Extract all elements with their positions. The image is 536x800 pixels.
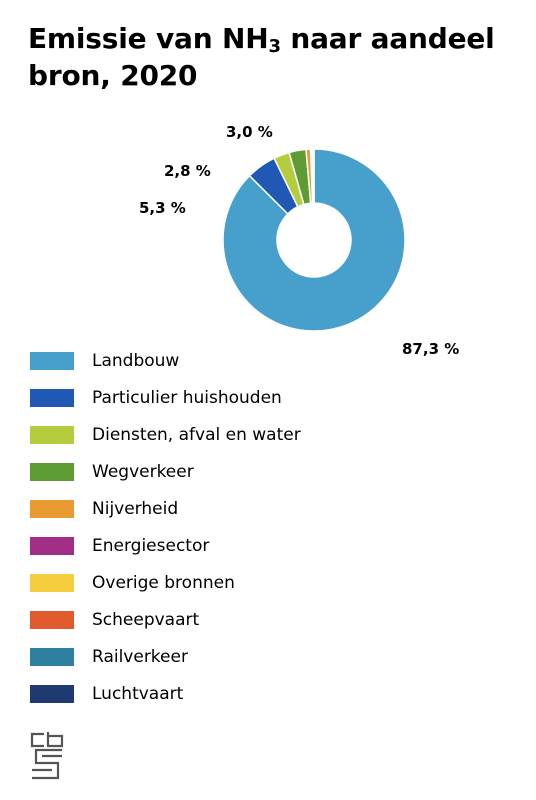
legend-swatch <box>30 610 74 629</box>
legend-label: Diensten, afval en water <box>92 424 301 445</box>
legend-item: Particulier huishouden <box>30 379 301 416</box>
legend-item: Energiesector <box>30 527 301 564</box>
chart-data-labels: 87,3 % 5,3 % 2,8 % 3,0 % <box>139 123 459 358</box>
legend-swatch <box>30 462 74 481</box>
legend-item: Railverkeer <box>30 638 301 675</box>
legend-label: Railverkeer <box>92 646 188 667</box>
legend-swatch <box>30 647 74 666</box>
legend-swatch <box>30 536 74 555</box>
data-label-landbouw: 87,3 % <box>402 340 459 358</box>
chart-legend: Landbouw Particulier huishouden Diensten, … <box>30 342 301 712</box>
legend-label: Wegverkeer <box>92 461 194 482</box>
legend-item: Diensten, afval en water <box>30 416 301 453</box>
legend-swatch <box>30 388 74 407</box>
legend-swatch <box>30 684 74 703</box>
data-label-diensten-afval-en-water: 2,8 % <box>164 162 211 180</box>
legend-label: Particulier huishouden <box>92 387 282 408</box>
legend-swatch <box>30 351 74 370</box>
donut-chart: 87,3 % 5,3 % 2,8 % 3,0 % <box>139 123 459 358</box>
legend-label: Nijverheid <box>92 498 179 519</box>
legend-item: Wegverkeer <box>30 453 301 490</box>
legend-swatch <box>30 425 74 444</box>
legend-swatch <box>30 573 74 592</box>
legend-label: Energiesector <box>92 535 210 556</box>
chart-title: Emissie van NH3 naar aandeel bron, 2020 <box>28 22 495 92</box>
legend-item: Landbouw <box>30 342 301 379</box>
legend-label: Luchtvaart <box>92 683 184 704</box>
legend-item: Overige bronnen <box>30 564 301 601</box>
data-label-wegverkeer: 3,0 % <box>226 123 273 141</box>
legend-item: Luchtvaart <box>30 675 301 712</box>
legend-label: Scheepvaart <box>92 609 200 630</box>
data-label-particulier-huishouden: 5,3 % <box>139 199 186 217</box>
legend-swatch <box>30 499 74 518</box>
cbs-logo <box>30 732 64 780</box>
chart-slices <box>222 148 406 332</box>
legend-label: Overige bronnen <box>92 572 235 593</box>
legend-label: Landbouw <box>92 350 180 371</box>
legend-item: Nijverheid <box>30 490 301 527</box>
legend-item: Scheepvaart <box>30 601 301 638</box>
slice-landbouw <box>222 148 406 332</box>
